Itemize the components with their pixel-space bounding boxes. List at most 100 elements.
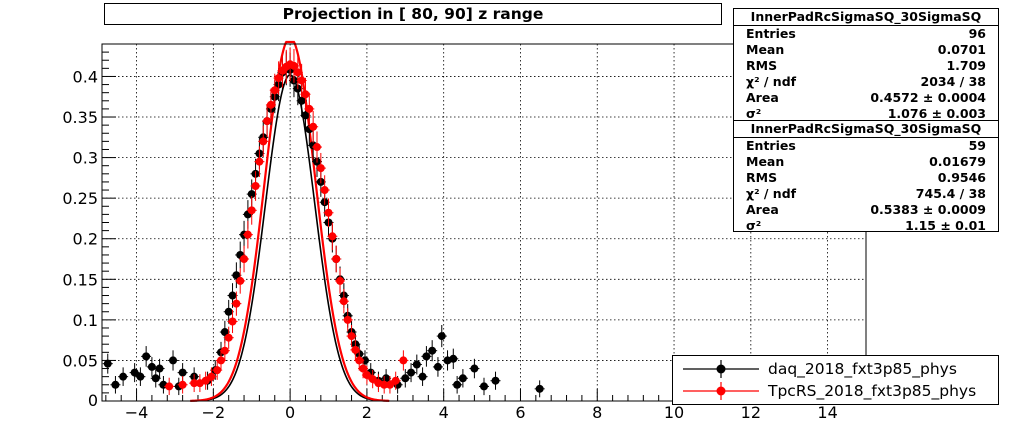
data-point — [449, 354, 458, 363]
data-point — [351, 345, 360, 354]
data-point — [130, 368, 139, 377]
stats-label: RMS — [746, 58, 778, 73]
stats-label: σ² — [746, 106, 762, 121]
data-point — [151, 374, 160, 383]
data-point — [103, 359, 112, 368]
data-point — [535, 384, 544, 393]
x-tick-label: 6 — [515, 403, 525, 422]
data-point — [232, 299, 241, 308]
stats-label: RMS — [746, 170, 778, 185]
stats-label: χ² / ndf — [746, 74, 797, 89]
data-point — [255, 157, 264, 166]
data-point — [343, 315, 352, 324]
x-tick-label: 8 — [592, 403, 602, 422]
data-point — [111, 380, 120, 389]
stats-value: 2034 / 38 — [920, 74, 986, 89]
data-point — [142, 352, 151, 361]
stats-value: 59 — [968, 138, 986, 153]
data-point — [305, 104, 314, 113]
stats-value: 745.4 / 38 — [915, 186, 986, 201]
data-point — [401, 374, 410, 383]
x-tick-label: −4 — [125, 403, 149, 422]
stats-row-area: Area 0.4572 ± 0.0004 — [734, 90, 998, 106]
data-point — [391, 376, 400, 385]
data-point — [407, 368, 416, 377]
data-point — [263, 117, 272, 126]
data-point — [147, 362, 156, 371]
data-point — [270, 86, 279, 95]
stats-value: 0.4572 ± 0.0004 — [870, 90, 986, 105]
data-point — [251, 181, 260, 190]
data-point — [316, 164, 325, 173]
data-point — [232, 271, 241, 280]
data-point — [399, 356, 408, 365]
data-point — [301, 90, 310, 99]
data-point — [224, 333, 233, 342]
data-point — [228, 291, 237, 300]
data-point — [359, 364, 368, 373]
data-point — [355, 356, 364, 365]
data-point — [339, 297, 348, 306]
stats-value: 1.709 — [946, 58, 986, 73]
x-tick-label: −2 — [202, 403, 226, 422]
data-point — [433, 362, 442, 371]
data-point — [347, 332, 356, 341]
data-point — [320, 186, 329, 195]
data-point — [169, 356, 178, 365]
data-point — [220, 346, 229, 355]
stats-value: 0.0701 — [937, 42, 986, 57]
data-point — [274, 74, 283, 83]
data-point — [412, 360, 421, 369]
y-tick-label: 0.15 — [62, 270, 98, 289]
y-tick-label: 0.3 — [73, 149, 98, 168]
chart-title: Projection in [ 80, 90] z range — [104, 3, 722, 25]
data-point — [312, 143, 321, 152]
stats-label: Area — [746, 90, 779, 105]
legend-marker-black — [683, 360, 759, 378]
data-point — [491, 376, 500, 385]
stats-label: σ² — [746, 218, 762, 233]
data-point — [240, 255, 249, 264]
data-point — [480, 382, 488, 391]
stats-row-chi2: χ² / ndf 2034 / 38 — [734, 74, 998, 90]
legend-label: TpcRS_2018_fxt3p85_phys — [768, 382, 977, 400]
data-point — [289, 61, 298, 70]
stats-label: Area — [746, 202, 779, 217]
data-point — [220, 328, 229, 337]
data-point — [119, 372, 128, 381]
stats-row-mean: Mean 0.01679 — [734, 154, 998, 170]
stats-row-sigma: σ² 1.15 ± 0.01 — [734, 218, 998, 234]
data-point — [297, 96, 306, 105]
data-point — [458, 374, 467, 383]
stats-row-sigma: σ² 1.076 ± 0.003 — [734, 106, 998, 122]
stats-value: 1.076 ± 0.003 — [887, 106, 986, 121]
data-point — [428, 346, 437, 355]
stats-value: 0.9546 — [937, 170, 986, 185]
stats-label: Entries — [746, 138, 796, 153]
data-point — [259, 137, 268, 146]
stats-value: 96 — [968, 26, 986, 41]
data-point — [247, 190, 256, 199]
y-tick-label: 0.25 — [62, 189, 98, 208]
x-tick-label: 4 — [439, 403, 449, 422]
stats-title: InnerPadRcSigmaSQ_30SigmaSQ — [734, 121, 998, 138]
data-point — [228, 317, 237, 326]
data-point — [301, 111, 310, 120]
data-point — [418, 372, 427, 381]
data-point — [380, 380, 389, 389]
data-point — [422, 352, 431, 361]
stats-value: 0.01679 — [929, 154, 986, 169]
stats-row-mean: Mean 0.0701 — [734, 42, 998, 58]
data-point — [224, 307, 233, 316]
data-point — [368, 375, 377, 384]
x-tick-label: 0 — [285, 403, 295, 422]
legend-entry-tpcrs: TpcRS_2018_fxt3p85_phys — [673, 380, 998, 402]
data-point — [362, 371, 371, 380]
y-tick-label: 0.35 — [62, 108, 98, 127]
stats-box-sim: InnerPadRcSigmaSQ_30SigmaSQ Entries 59 Me… — [733, 120, 999, 234]
data-point — [309, 122, 318, 131]
data-point — [324, 208, 333, 217]
data-point — [437, 332, 446, 341]
stats-row-entries: Entries 59 — [734, 138, 998, 154]
stats-label: χ² / ndf — [746, 186, 797, 201]
